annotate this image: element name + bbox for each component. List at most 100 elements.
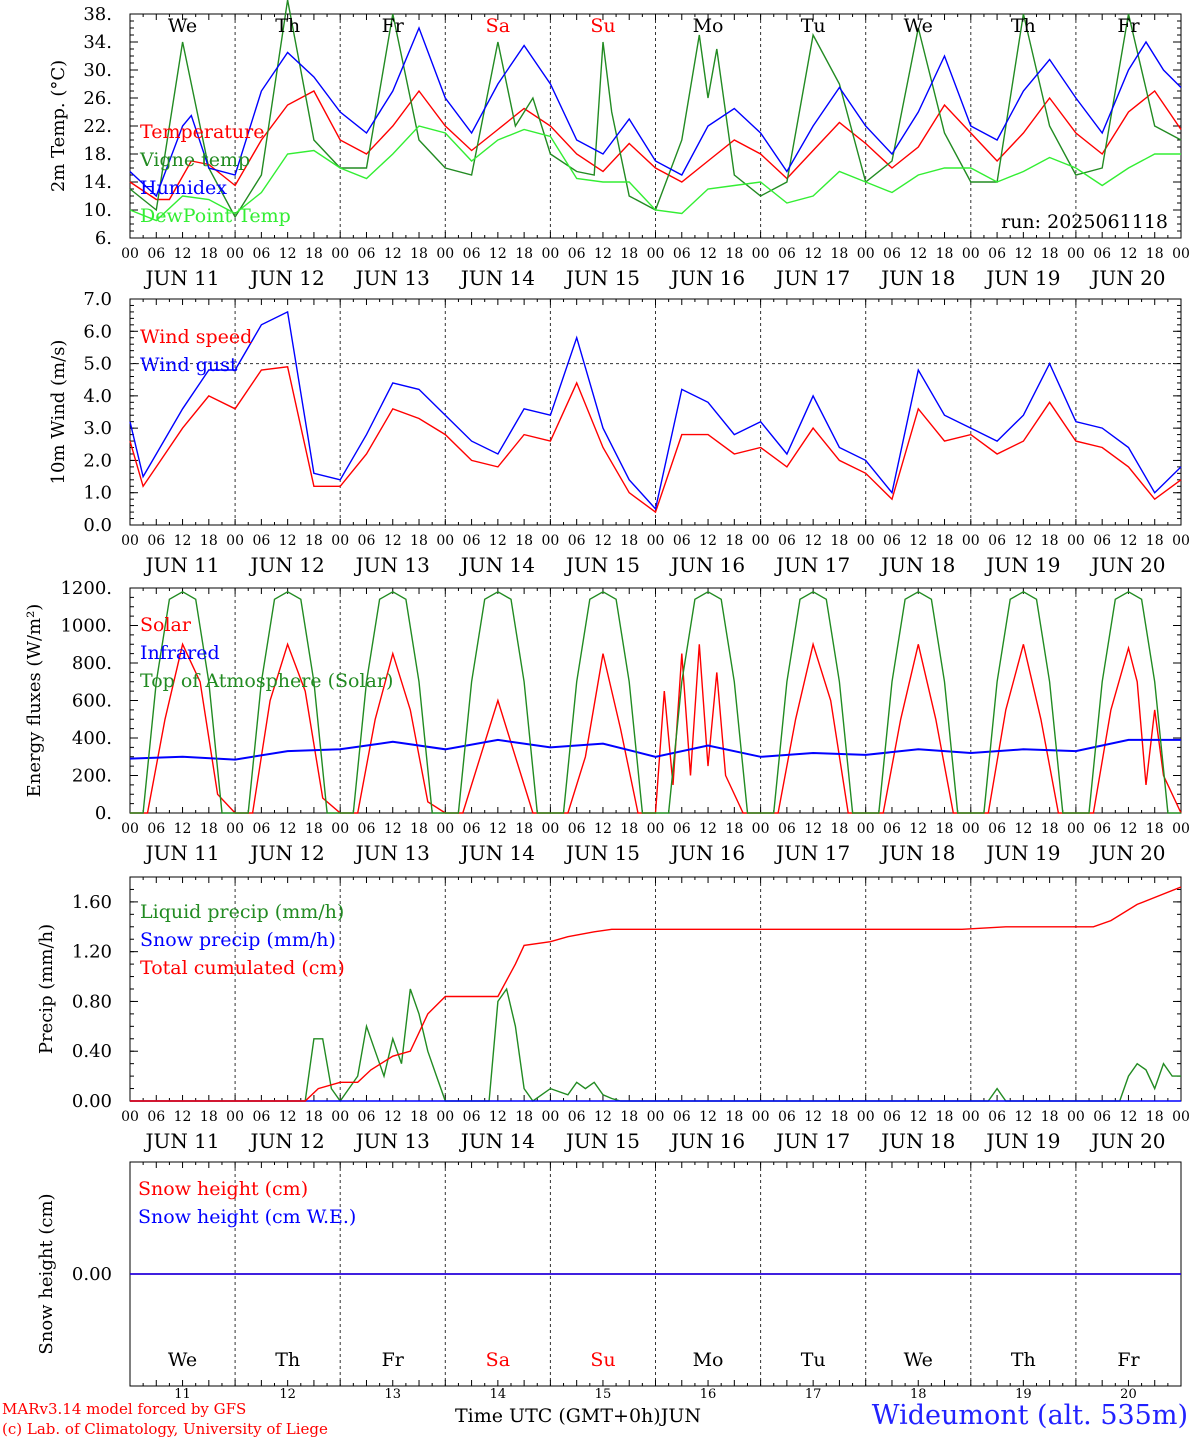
- hour-tick-label: 18: [200, 1109, 218, 1125]
- hour-tick-label: 00: [121, 533, 139, 549]
- hour-tick-label: 06: [147, 821, 165, 837]
- hour-tick-label: 12: [174, 533, 192, 549]
- weekday-label: Mo: [693, 15, 724, 37]
- y-axis-label: 2m Temp. (°C): [48, 60, 69, 192]
- y-axis-label: Precip (mm/h): [36, 924, 57, 1054]
- hour-tick-label: 12: [1120, 246, 1138, 262]
- weekday-label: Su: [590, 15, 615, 37]
- hour-tick-label: 12: [594, 246, 612, 262]
- hour-tick-label: 06: [568, 1109, 586, 1125]
- day-label: JUN 13: [354, 553, 430, 577]
- hour-tick-label: 06: [463, 246, 481, 262]
- hour-tick-label: 18: [1146, 246, 1164, 262]
- model-credit: MARv3.14 model forced by GFS: [2, 1400, 247, 1418]
- day-label: JUN 16: [669, 553, 745, 577]
- day-label: JUN 11: [143, 266, 219, 290]
- day-label: JUN 14: [459, 1129, 535, 1153]
- y-tick-label: 1000.: [60, 616, 112, 637]
- hour-tick-label: 18: [620, 246, 638, 262]
- y-tick-label: 1.60: [72, 892, 112, 913]
- y-tick-label: 38.: [83, 4, 112, 25]
- weekday-label: Tu: [801, 15, 826, 37]
- y-axis-label: Energy fluxes (W/m²): [24, 604, 45, 798]
- hour-tick-label: 00: [752, 246, 770, 262]
- legend-entry: Wind gust: [140, 354, 238, 376]
- hour-tick-label: 06: [358, 533, 376, 549]
- hour-tick-label: 12: [699, 246, 717, 262]
- y-tick-label: 0.80: [72, 991, 112, 1012]
- hour-tick-label: 00: [121, 1109, 139, 1125]
- hour-tick-label: 12: [174, 1109, 192, 1125]
- hour-tick-label: 12: [699, 533, 717, 549]
- hour-tick-label: 12: [1120, 1109, 1138, 1125]
- day-number-label: 12: [279, 1387, 296, 1402]
- hour-tick-label: 00: [647, 533, 665, 549]
- day-label: JUN 13: [354, 1129, 430, 1153]
- hour-tick-label: 18: [620, 1109, 638, 1125]
- hour-tick-label: 12: [384, 533, 402, 549]
- hour-tick-label: 12: [1120, 821, 1138, 837]
- hour-tick-label: 00: [436, 533, 454, 549]
- y-tick-label: 34.: [83, 32, 112, 53]
- hour-tick-label: 06: [568, 821, 586, 837]
- legend-entry: Humidex: [140, 177, 227, 199]
- hour-tick-label: 06: [673, 821, 691, 837]
- hour-tick-label: 12: [1014, 533, 1032, 549]
- hour-tick-label: 18: [410, 821, 428, 837]
- hour-tick-label: 06: [358, 1109, 376, 1125]
- day-label: JUN 16: [669, 1129, 745, 1153]
- y-tick-label: 5.0: [83, 354, 112, 375]
- series-line-humidex: [129, 26, 1182, 198]
- hour-tick-label: 12: [279, 1109, 297, 1125]
- hour-tick-label: 06: [463, 821, 481, 837]
- hour-tick-label: 06: [778, 821, 796, 837]
- hour-tick-label: 06: [1093, 533, 1111, 549]
- y-tick-label: 26.: [83, 88, 112, 109]
- y-tick-label: 0.40: [72, 1041, 112, 1062]
- hour-tick-label: 18: [936, 246, 954, 262]
- month-label: JUN: [660, 1405, 701, 1427]
- hour-tick-label: 00: [331, 533, 349, 549]
- y-tick-label: 0.00: [72, 1264, 112, 1285]
- hour-tick-label: 06: [463, 533, 481, 549]
- hour-tick-label: 18: [1146, 1109, 1164, 1125]
- day-label: JUN 18: [879, 553, 955, 577]
- y-tick-label: 30.: [83, 60, 112, 81]
- hour-tick-label: 00: [857, 246, 875, 262]
- hour-tick-label: 00: [647, 1109, 665, 1125]
- weekday-label: Fr: [382, 1349, 405, 1371]
- hour-tick-label: 06: [988, 1109, 1006, 1125]
- day-number-label: 11: [174, 1387, 191, 1402]
- hour-tick-label: 12: [594, 1109, 612, 1125]
- day-label: JUN 17: [774, 1129, 850, 1153]
- day-label: JUN 15: [564, 841, 640, 865]
- hour-tick-label: 18: [1041, 246, 1059, 262]
- weekday-label: Fr: [1117, 15, 1140, 37]
- hour-tick-label: 18: [620, 821, 638, 837]
- weekday-label: Fr: [1117, 1349, 1140, 1371]
- hour-tick-label: 18: [515, 533, 533, 549]
- day-number-label: 16: [700, 1387, 717, 1402]
- y-tick-label: 18.: [83, 144, 112, 165]
- hour-tick-label: 18: [936, 533, 954, 549]
- y-tick-label: 0.: [95, 803, 112, 824]
- weekday-label: Mo: [693, 1349, 724, 1371]
- day-number-label: 18: [910, 1387, 927, 1402]
- hour-tick-label: 06: [673, 533, 691, 549]
- legend-entry: Snow precip (mm/h): [140, 929, 336, 951]
- day-label: JUN 12: [249, 266, 325, 290]
- hour-tick-label: 12: [909, 1109, 927, 1125]
- hour-tick-label: 00: [121, 821, 139, 837]
- weekday-label: Su: [590, 1349, 615, 1371]
- hour-tick-label: 00: [541, 246, 559, 262]
- hour-tick-label: 00: [331, 1109, 349, 1125]
- hour-tick-label: 12: [489, 246, 507, 262]
- y-tick-label: 14.: [83, 172, 112, 193]
- hour-tick-label: 18: [1041, 1109, 1059, 1125]
- hour-tick-label: 00: [1067, 1109, 1085, 1125]
- hour-tick-label: 18: [1041, 533, 1059, 549]
- series-line-wind-gust: [129, 310, 1182, 511]
- day-label: JUN 19: [984, 553, 1060, 577]
- day-label: JUN 20: [1089, 841, 1165, 865]
